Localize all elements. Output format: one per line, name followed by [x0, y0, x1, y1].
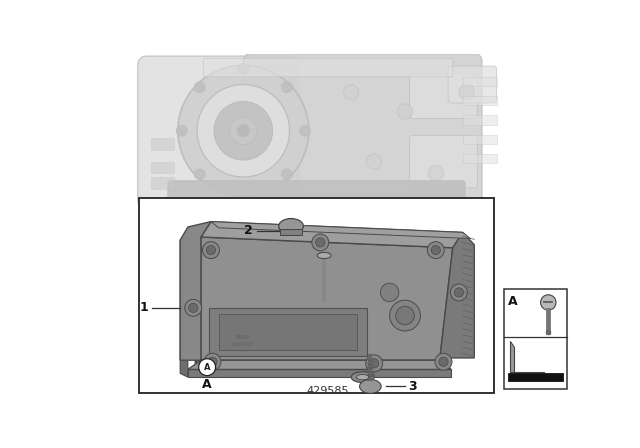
FancyBboxPatch shape: [243, 54, 482, 208]
Circle shape: [176, 125, 187, 136]
Polygon shape: [201, 237, 452, 360]
FancyBboxPatch shape: [138, 56, 299, 209]
Bar: [151, 177, 174, 189]
Circle shape: [237, 125, 250, 137]
FancyBboxPatch shape: [410, 135, 477, 188]
Polygon shape: [509, 341, 543, 376]
Circle shape: [396, 306, 414, 325]
Polygon shape: [180, 222, 211, 360]
Ellipse shape: [356, 375, 369, 380]
Circle shape: [300, 125, 310, 136]
Polygon shape: [196, 354, 428, 366]
FancyBboxPatch shape: [204, 58, 452, 77]
Circle shape: [208, 357, 217, 366]
Polygon shape: [440, 233, 474, 360]
Polygon shape: [191, 231, 196, 366]
Polygon shape: [188, 370, 451, 377]
Circle shape: [428, 165, 444, 181]
Text: A: A: [204, 362, 211, 372]
Circle shape: [454, 288, 463, 297]
Circle shape: [439, 357, 448, 366]
Polygon shape: [280, 229, 302, 236]
Bar: [463, 154, 497, 163]
Text: 1: 1: [139, 302, 148, 314]
Text: 3: 3: [408, 380, 417, 393]
Circle shape: [189, 303, 198, 313]
Bar: [504, 289, 568, 389]
Circle shape: [282, 82, 292, 93]
FancyBboxPatch shape: [448, 66, 497, 103]
Circle shape: [206, 246, 216, 255]
Ellipse shape: [317, 252, 331, 258]
Circle shape: [390, 300, 420, 331]
Text: GA8P70H: GA8P70H: [232, 342, 255, 347]
Circle shape: [428, 241, 444, 258]
Text: A: A: [202, 379, 212, 392]
Polygon shape: [188, 360, 451, 370]
Text: 429585: 429585: [307, 386, 349, 396]
Text: BMW: BMW: [236, 335, 250, 340]
Circle shape: [238, 187, 249, 198]
Circle shape: [365, 355, 383, 372]
FancyBboxPatch shape: [168, 181, 465, 207]
Circle shape: [367, 154, 382, 169]
Text: A: A: [508, 295, 518, 308]
Polygon shape: [209, 308, 367, 356]
Circle shape: [459, 85, 474, 100]
Polygon shape: [180, 240, 188, 377]
Bar: [151, 162, 174, 173]
Circle shape: [435, 353, 452, 370]
Circle shape: [282, 169, 292, 180]
Bar: [463, 134, 497, 144]
Circle shape: [431, 246, 440, 255]
Circle shape: [202, 241, 220, 258]
Circle shape: [451, 284, 467, 301]
Circle shape: [185, 299, 202, 316]
Circle shape: [178, 65, 308, 196]
FancyBboxPatch shape: [410, 74, 477, 118]
Polygon shape: [219, 314, 357, 350]
Circle shape: [369, 359, 379, 368]
Circle shape: [397, 104, 413, 119]
Circle shape: [316, 238, 325, 247]
Circle shape: [238, 64, 249, 74]
Bar: [463, 116, 497, 125]
Circle shape: [214, 102, 273, 160]
Ellipse shape: [360, 379, 381, 393]
Bar: [151, 138, 174, 150]
Circle shape: [195, 169, 205, 180]
Circle shape: [230, 117, 257, 145]
Circle shape: [197, 85, 289, 177]
Circle shape: [312, 234, 329, 251]
Circle shape: [344, 85, 359, 100]
Circle shape: [195, 82, 205, 93]
Text: 2: 2: [244, 224, 253, 237]
Circle shape: [198, 359, 216, 375]
Bar: [463, 77, 497, 86]
Circle shape: [541, 295, 556, 310]
Polygon shape: [201, 222, 463, 248]
Circle shape: [204, 353, 221, 370]
Polygon shape: [211, 222, 470, 238]
Ellipse shape: [351, 372, 374, 383]
Ellipse shape: [279, 219, 303, 234]
Bar: [140, 198, 494, 392]
Bar: [463, 96, 497, 105]
Bar: [508, 373, 563, 381]
Circle shape: [380, 283, 399, 302]
